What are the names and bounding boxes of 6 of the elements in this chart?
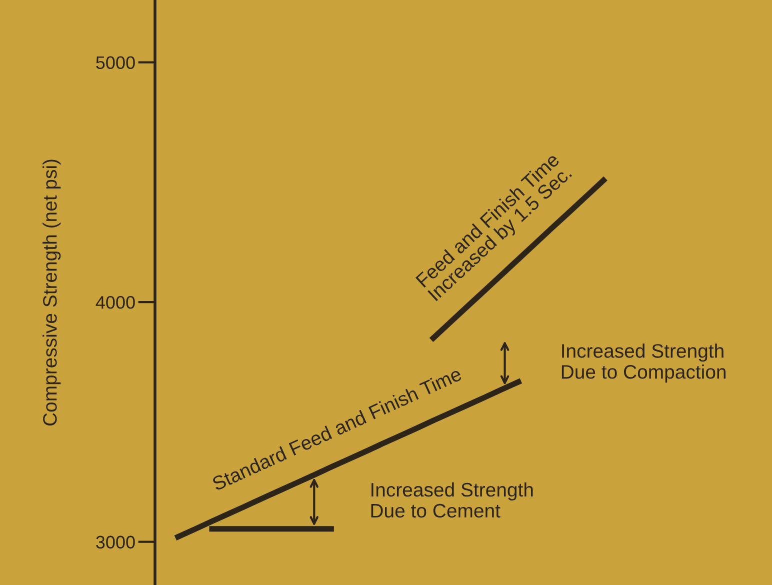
y-tick-label: 5000 <box>96 56 135 70</box>
y-tick-label: 4000 <box>96 296 135 309</box>
annotation: Increased Strength Due to Compaction <box>562 344 726 383</box>
annotation: Increased Strength Due to Cement <box>371 482 533 518</box>
y-tick-label: 3000 <box>96 536 135 549</box>
y-axis-title: Compressive Strength (net psi) <box>42 160 61 426</box>
